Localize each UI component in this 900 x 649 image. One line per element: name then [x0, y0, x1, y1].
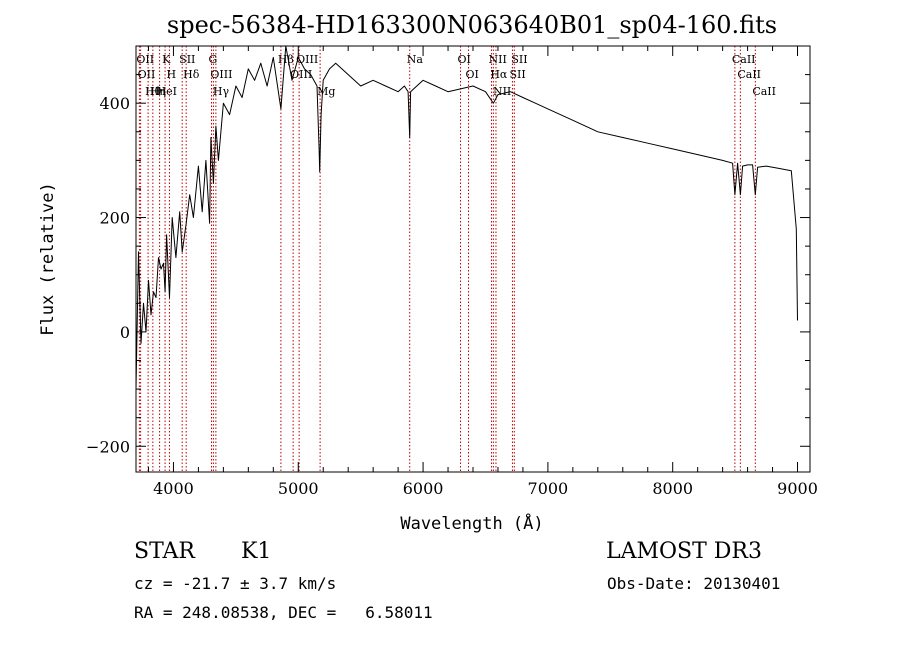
spectral-line-label: Hβ: [278, 53, 294, 66]
spectral-line-label: Hα: [490, 68, 508, 81]
y-axis-label: Flux (relative): [38, 182, 58, 336]
chart-title: spec-56384-HD163300N063640B01_sp04-160.f…: [167, 11, 777, 39]
spectral-line-label: OI: [458, 53, 471, 66]
survey-name: LAMOST DR3: [606, 539, 762, 564]
x-tick-label: 8000: [652, 479, 693, 498]
spectral-line-label: OIII: [296, 53, 318, 66]
star-subclass: K1: [241, 539, 272, 564]
spectral-line-label: Hγ: [213, 85, 230, 98]
spectral-line-label: Hη: [150, 85, 166, 98]
spectral-line-label: CaII: [752, 85, 776, 98]
spectral-line-label: OIII: [210, 68, 232, 81]
y-tick-label: 0: [120, 323, 130, 342]
spectral-line-label: OII: [136, 53, 154, 66]
obs-date: Obs-Date: 20130401: [607, 574, 781, 593]
coordinates: RA = 248.08538, DEC = 6.58011: [134, 603, 433, 622]
spectrum-series-line: [136, 46, 798, 390]
spectral-line-label: G: [209, 53, 218, 66]
spectral-line-label: Hδ: [183, 68, 200, 81]
spectral-line-label: OI: [466, 68, 479, 81]
spectral-line-label: H: [166, 68, 176, 81]
spectral-line-label: Mg: [317, 85, 335, 98]
spectral-line-label: Na: [407, 53, 424, 66]
spectral-line-label: HeI: [157, 85, 177, 98]
spectral-line-label: NII: [493, 85, 511, 98]
x-tick-label: 6000: [403, 479, 444, 498]
spectral-line-label: CaII: [737, 68, 761, 81]
y-tick-label: −200: [86, 437, 130, 456]
spectral-line-label: CaII: [732, 53, 756, 66]
x-tick-label: 7000: [528, 479, 569, 498]
spectral-line-label: SII: [511, 53, 527, 66]
x-tick-label: 4000: [153, 479, 194, 498]
spectral-line-label: K: [162, 53, 171, 66]
spectral-line-label: Hθ: [145, 85, 162, 98]
y-tick-label: 400: [99, 94, 130, 113]
spectral-line-label: SII: [509, 68, 525, 81]
star-class: STAR: [134, 539, 195, 564]
x-axis-label: Wavelength (Å): [400, 512, 543, 534]
cz-value: cz = -21.7 ± 3.7 km/s: [134, 574, 337, 593]
y-tick-label: 200: [99, 209, 130, 228]
spectral-line-label: OII: [138, 68, 156, 81]
spectral-line-label: SII: [179, 53, 195, 66]
plot-frame: [135, 45, 811, 473]
x-tick-label: 5000: [278, 479, 319, 498]
x-tick-label: 9000: [777, 479, 818, 498]
spectral-line-label: OIII: [290, 68, 312, 81]
spectral-line-label: NII: [488, 53, 506, 66]
